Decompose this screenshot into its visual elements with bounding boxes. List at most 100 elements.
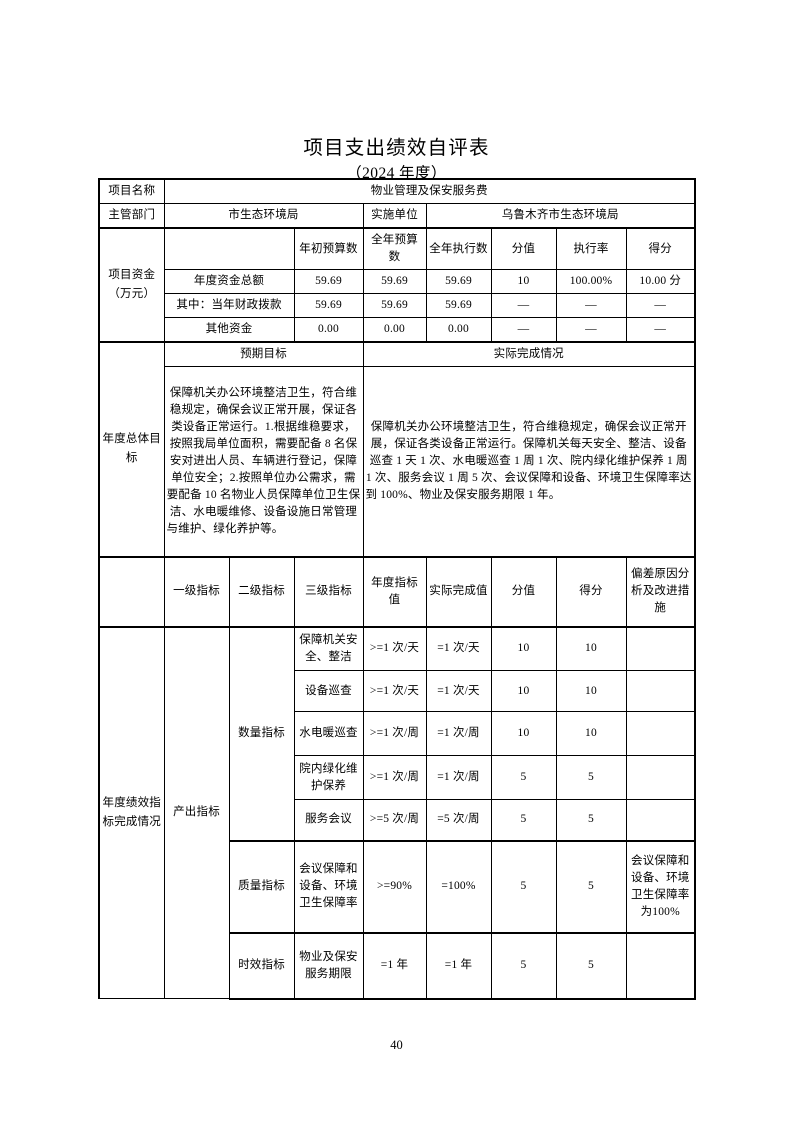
funds-header-execution-rate: 执行率 [555, 227, 627, 270]
indicator-header-level3: 三级指标 [293, 555, 364, 627]
department-label: 主管部门 [98, 203, 165, 229]
funds-row-name: 年度资金总额 [163, 269, 295, 294]
indicator-score: 10 [555, 711, 627, 756]
indicator-score: 5 [555, 931, 627, 1000]
indicator-score: 5 [555, 799, 627, 841]
funds-execution-rate: — [555, 317, 627, 343]
funds-annual-budget: 59.69 [362, 293, 427, 318]
performance-section-label-text: 年度绩效指标完成情况 [102, 796, 161, 828]
implementing-unit-label: 实施单位 [362, 203, 427, 229]
table-row: 水电暖巡查 >=1 次/周 =1 次/周 10 10 [99, 711, 696, 756]
indicator-score-value: 5 [490, 931, 557, 1000]
performance-section-blank [98, 555, 165, 627]
title-block: 项目支出绩效自评表 （2024 年度） [0, 136, 793, 186]
indicator-header-score: 得分 [555, 555, 627, 627]
funds-score-value: — [490, 293, 557, 318]
table-row-funds-total: 年度资金总额 59.69 59.69 59.69 10 100.00% 10.0… [99, 269, 696, 294]
indicator-header-actual-value: 实际完成值 [425, 555, 492, 627]
indicator-target-value: >=1 次/周 [362, 711, 427, 756]
indicator-target-value: >=1 次/周 [362, 755, 427, 800]
table-row-indicator-header: 一级指标 二级指标 三级指标 年度指标值 实际完成值 分值 得分 偏差原因分析及… [98, 555, 696, 627]
indicator-level1-output: 产出指标 [163, 625, 230, 999]
funds-execution-rate: — [555, 293, 627, 318]
indicator-deviation [625, 625, 696, 671]
table-row-goal-header: 年度总体目标 预期目标 实际完成情况 [98, 341, 696, 557]
table-row-funds-appropriation: 其中：当年财政拨款 59.69 59.69 59.69 — — — [99, 293, 696, 318]
indicator-level2-quantity: 数量指标 [228, 625, 295, 841]
table-row: 年度绩效指标完成情况 产出指标 数量指标 保障机关安全、整洁 >=1 次/天 =… [98, 625, 696, 999]
indicator-level2-timeliness: 时效指标 [228, 931, 295, 1000]
table-row: 质量指标 会议保障和设备、环境卫生保障率 >=90% =100% 5 5 会议保… [99, 839, 696, 933]
table-row: 时效指标 物业及保安服务期限 =1 年 =1 年 5 5 [99, 931, 696, 1000]
indicator-actual-value: =1 次/周 [425, 755, 492, 800]
project-name-value: 物业管理及保安服务费 [163, 178, 696, 204]
overall-goal-label: 年度总体目标 [98, 341, 165, 557]
table-row: 设备巡查 >=1 次/天 =1 次/天 10 10 [99, 670, 696, 712]
indicator-level2-quality: 质量指标 [228, 839, 295, 933]
funds-row-name: 其中：当年财政拨款 [163, 293, 295, 318]
indicator-score-value: 5 [490, 755, 557, 800]
overall-goal-label-text: 年度总体目标 [102, 433, 161, 465]
indicator-actual-value: =100% [425, 839, 492, 933]
indicator-actual-value: =1 年 [425, 931, 492, 1000]
funds-label: 项目资金 （万元） [98, 227, 165, 343]
indicator-header-target-value: 年度指标值 [362, 555, 427, 627]
table-row: 院内绿化维护保养 >=1 次/周 =1 次/周 5 5 [99, 755, 696, 800]
funds-annual-budget: 0.00 [362, 317, 427, 343]
department-value: 市生态环境局 [163, 203, 364, 229]
funds-initial-budget: 59.69 [293, 293, 364, 318]
indicator-score: 10 [555, 670, 627, 712]
funds-execution-rate: 100.00% [555, 269, 627, 294]
indicator-level3: 院内绿化维护保养 [293, 755, 364, 800]
actual-result-text: 保障机关办公环境整洁卫生，符合维稳规定，确保会议正常开展，保证各类设备正常运行。… [362, 366, 696, 557]
indicator-level3: 服务会议 [293, 799, 364, 841]
funds-score: 10.00 分 [625, 269, 696, 294]
table-row: 服务会议 >=5 次/周 =5 次/周 5 5 [99, 799, 696, 841]
funds-label-text: 项目资金 [108, 269, 156, 281]
indicator-header-deviation: 偏差原因分析及改进措施 [625, 555, 696, 627]
table-row-department: 主管部门 市生态环境局 实施单位 乌鲁木齐市生态环境局 [98, 203, 696, 229]
table-row-project-name: 项目名称 物业管理及保安服务费 [98, 178, 696, 204]
indicator-target-value: >=1 次/天 [362, 625, 427, 671]
funds-header-annual-execution: 全年执行数 [425, 227, 492, 270]
indicator-score: 5 [555, 755, 627, 800]
funds-score-value: 10 [490, 269, 557, 294]
funds-initial-budget: 59.69 [293, 269, 364, 294]
table-row-funds-other: 其他资金 0.00 0.00 0.00 — — — [99, 317, 696, 343]
funds-annual-execution: 59.69 [425, 293, 492, 318]
table-row-funds-header: 项目资金 （万元） 年初预算数 全年预算数 全年执行数 分值 执行率 得分 [98, 227, 696, 343]
expected-goal-header: 预期目标 [163, 341, 364, 367]
funds-annual-execution: 59.69 [425, 269, 492, 294]
funds-score-value: — [490, 317, 557, 343]
indicator-level3: 水电暖巡查 [293, 711, 364, 756]
performance-self-evaluation-table: 项目名称 物业管理及保安服务费 主管部门 市生态环境局 实施单位 乌鲁木齐市生态… [98, 178, 696, 1000]
indicator-level3: 保障机关安全、整洁 [293, 625, 364, 671]
funds-header-blank [163, 227, 295, 270]
indicator-target-value: >=5 次/周 [362, 799, 427, 841]
funds-unit-text: （万元） [108, 288, 156, 300]
page-subtitle: （2024 年度） [346, 165, 447, 182]
indicator-deviation: 会议保障和设备、环境卫生保障率为100% [625, 839, 696, 933]
funds-header-initial-budget: 年初预算数 [293, 227, 364, 270]
indicator-score: 5 [555, 839, 627, 933]
expected-goal-text: 保障机关办公环境整洁卫生，符合维稳规定，确保会议正常开展，保证各类设备正常运行。… [163, 366, 364, 557]
indicator-level3: 会议保障和设备、环境卫生保障率 [293, 839, 364, 933]
indicator-score-value: 10 [490, 625, 557, 671]
performance-section-label: 年度绩效指标完成情况 [98, 625, 165, 999]
indicator-level3: 设备巡查 [293, 670, 364, 712]
implementing-unit-value: 乌鲁木齐市生态环境局 [425, 203, 696, 229]
funds-score: — [625, 293, 696, 318]
indicator-target-value: >=90% [362, 839, 427, 933]
indicator-header-level1: 一级指标 [163, 555, 230, 627]
indicator-score-value: 10 [490, 711, 557, 756]
indicator-target-value: >=1 次/天 [362, 670, 427, 712]
indicator-actual-value: =1 次/天 [425, 670, 492, 712]
indicator-deviation [625, 670, 696, 712]
funds-header-score-value: 分值 [490, 227, 557, 270]
indicator-level3: 物业及保安服务期限 [293, 931, 364, 1000]
indicator-header-score-value: 分值 [490, 555, 557, 627]
actual-result-header: 实际完成情况 [362, 341, 696, 367]
indicator-deviation [625, 711, 696, 756]
funds-annual-execution: 0.00 [425, 317, 492, 343]
indicator-deviation [625, 931, 696, 1000]
